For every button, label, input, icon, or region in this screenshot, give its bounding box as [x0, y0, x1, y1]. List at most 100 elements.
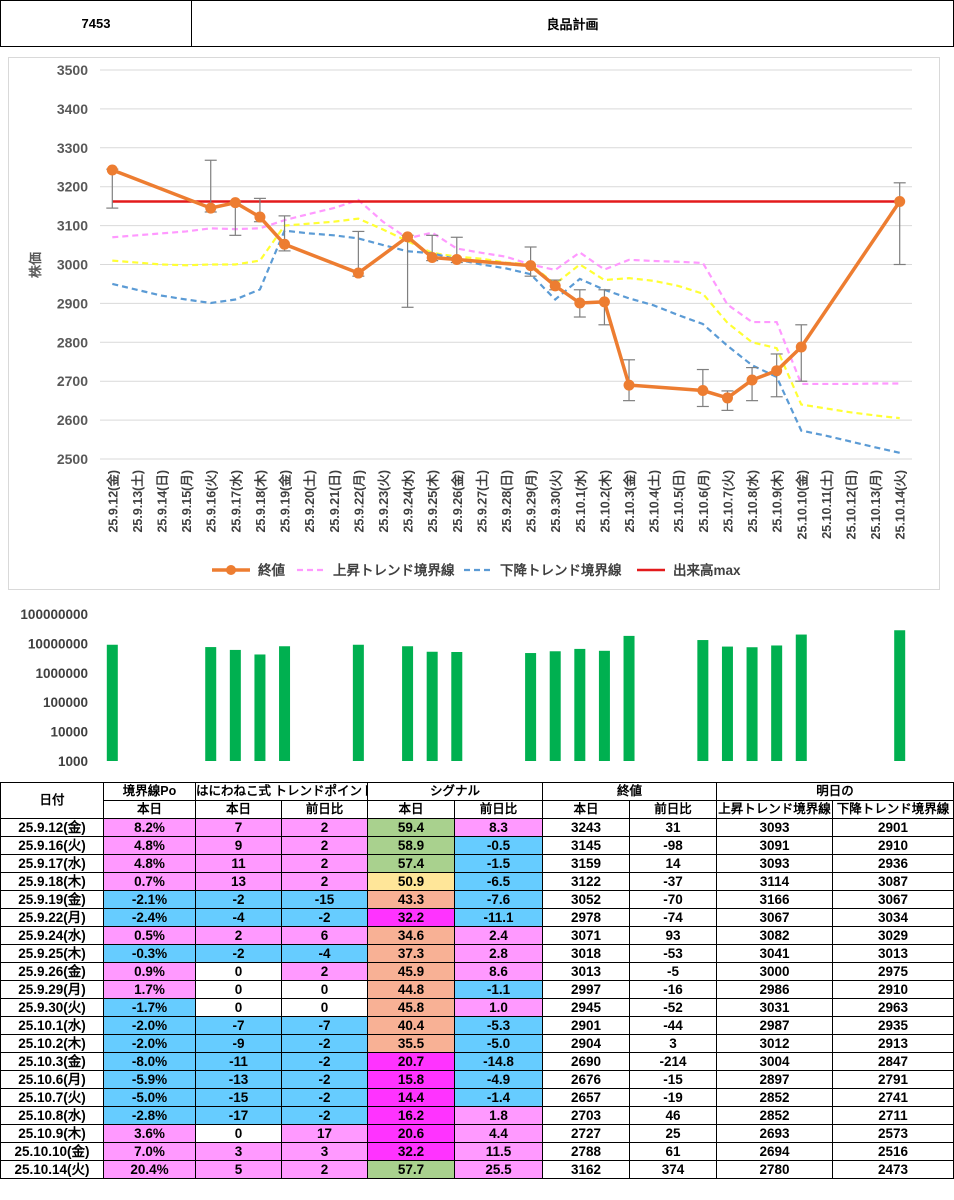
- company-name: 良品計画: [546, 17, 599, 32]
- table-cell: 25.9.30(火): [0, 998, 104, 1017]
- table-row: 25.9.29(月) 1.7% 0 0 44.8 -1.1 2997 -16 2986 2910: [0, 980, 954, 999]
- close-point: [402, 231, 414, 243]
- table-cell: 2727: [542, 1124, 631, 1143]
- sub-header: 上昇トレンド境界線: [716, 800, 834, 819]
- table-cell: 374: [629, 1160, 718, 1179]
- table-cell: -1.4: [454, 1088, 544, 1107]
- table-cell: -0.5: [454, 836, 544, 855]
- lower-trend-line: [112, 229, 900, 454]
- table-cell: 32.2: [367, 1142, 456, 1161]
- volume-y-tick-label: 10000: [50, 725, 88, 740]
- signal-table: 日付 境界線Po はにわねこ式 トレンドポイント シグナル 終値 明日の 本日 …: [0, 782, 954, 1179]
- table-cell: 25.9.12(金): [0, 818, 104, 837]
- table-cell: 3067: [716, 908, 834, 927]
- close-point: [721, 392, 733, 404]
- x-tick-label: 25.9.22(月): [352, 470, 366, 533]
- volume-bar: [549, 651, 561, 761]
- table-cell: 1.8: [454, 1106, 544, 1125]
- sub-header: 本日: [542, 800, 631, 819]
- x-tick-label: 25.9.29(月): [525, 470, 539, 533]
- table-cell: -17: [195, 1106, 282, 1125]
- table-cell: -2: [280, 1106, 369, 1125]
- table-cell: 2: [280, 1160, 369, 1179]
- table-cell: -53: [629, 944, 718, 963]
- table-cell: 0: [280, 980, 369, 999]
- volume-bar: [771, 645, 783, 761]
- table-cell: 25.9.18(木): [0, 872, 104, 891]
- x-tick-label: 25.10.8(水): [745, 470, 760, 533]
- sub-header: 下降トレンド境界線: [832, 800, 954, 819]
- table-cell: 3004: [716, 1052, 834, 1071]
- table-cell: 45.8: [367, 998, 456, 1017]
- y-axis-label: 株価: [28, 252, 43, 278]
- table-cell: -52: [629, 998, 718, 1017]
- table-cell: -6.5: [454, 872, 544, 891]
- header-close: 終値: [542, 782, 718, 801]
- volume-bar: [623, 635, 635, 761]
- table-cell: 93: [629, 926, 718, 945]
- volume-y-tick-label: 100000000: [20, 607, 88, 622]
- close-point: [426, 251, 438, 263]
- sub-header: 前日比: [629, 800, 718, 819]
- table-cell: 2473: [832, 1160, 954, 1179]
- table-cell: 2935: [832, 1016, 954, 1035]
- legend-label: 終値: [258, 562, 285, 578]
- table-cell: -1.1: [454, 980, 544, 999]
- table-row: 25.10.3(金) -8.0% -11 -2 20.7 -14.8 2690 -214 300…: [0, 1052, 954, 1071]
- table-row: 25.10.6(月) -5.9% -13 -2 15.8 -4.9 2676 -15 2897 2…: [0, 1070, 954, 1089]
- table-cell: 46: [629, 1106, 718, 1125]
- table-cell: 45.9: [367, 962, 456, 981]
- table-cell: 14.4: [367, 1088, 456, 1107]
- x-tick-label: 25.9.20(土): [302, 470, 317, 533]
- y-tick-label: 3200: [57, 179, 88, 195]
- x-tick-label: 25.9.25(木): [425, 470, 440, 533]
- table-cell: 3162: [542, 1160, 631, 1179]
- table-cell: 32.2: [367, 908, 456, 927]
- table-cell: 0: [195, 998, 282, 1017]
- volume-bar: [894, 630, 906, 761]
- y-tick-label: 2600: [57, 412, 88, 428]
- close-point: [254, 211, 266, 223]
- sub-header: 本日: [195, 800, 282, 819]
- table-cell: 3.6%: [103, 1124, 196, 1143]
- table-cell: 2703: [542, 1106, 631, 1125]
- table-cell: 2901: [542, 1016, 631, 1035]
- table-cell: 4.8%: [103, 836, 196, 855]
- table-cell: 57.4: [367, 854, 456, 873]
- table-cell: -5.0: [454, 1034, 544, 1053]
- volume-bar: [279, 646, 291, 761]
- volume-bar: [352, 644, 364, 761]
- table-cell: 2852: [716, 1106, 834, 1125]
- table-cell: 11.5: [454, 1142, 544, 1161]
- table-cell: 0: [195, 1124, 282, 1143]
- table-cell: -11: [195, 1052, 282, 1071]
- header-trend-point: はにわねこ式 トレンドポイント: [194, 782, 369, 801]
- upper-trend-line: [112, 198, 900, 386]
- legend-label: 出来高max: [673, 562, 741, 578]
- x-tick-label: 25.10.2(木): [597, 470, 612, 533]
- close-point: [697, 385, 709, 397]
- x-tick-label: 25.9.15(月): [180, 470, 194, 533]
- table-cell: 2847: [832, 1052, 954, 1071]
- table-cell: 3: [629, 1034, 718, 1053]
- table-cell: 3067: [832, 890, 954, 909]
- table-cell: 4.4: [454, 1124, 544, 1143]
- table-cell: 16.2: [367, 1106, 456, 1125]
- table-cell: 3071: [542, 926, 631, 945]
- x-tick-label: 25.9.27(土): [474, 470, 489, 533]
- volume-y-tick-label: 1000: [58, 754, 88, 769]
- table-cell: 25.9.26(金): [0, 962, 104, 981]
- table-cell: 25.10.6(月): [0, 1070, 104, 1089]
- table-cell: 25.10.7(火): [0, 1088, 104, 1107]
- table-cell: 25.10.9(木): [0, 1124, 104, 1143]
- x-tick-label: 25.10.6(月): [697, 470, 711, 533]
- x-tick-label: 25.9.24(水): [401, 470, 416, 533]
- table-cell: -2.4%: [103, 908, 196, 927]
- table-cell: -15: [195, 1088, 282, 1107]
- table-cell: 3093: [716, 818, 834, 837]
- table-cell: 8.6: [454, 962, 544, 981]
- close-point: [894, 195, 906, 207]
- table-cell: 2852: [716, 1088, 834, 1107]
- close-point: [205, 202, 217, 214]
- table-cell: -11.1: [454, 908, 544, 927]
